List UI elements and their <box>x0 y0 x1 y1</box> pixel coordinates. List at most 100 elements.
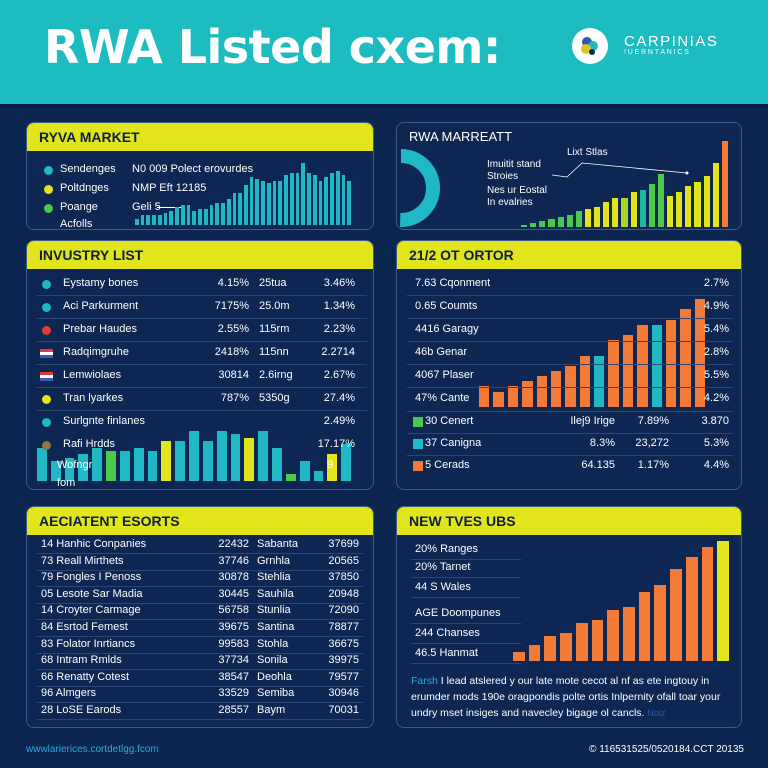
new-type-bar <box>623 607 635 661</box>
row-divider <box>37 719 363 720</box>
market-bar <box>335 171 340 225</box>
market-bar <box>244 185 248 225</box>
rwa-bar <box>521 225 528 227</box>
industry-name: Prebar Haudes <box>63 323 137 335</box>
annotation-label: Nes ur Eostal In evalries <box>487 185 548 208</box>
industry-value-3: 17.17% <box>317 438 355 450</box>
new-type-label: AGE Doompunes <box>415 607 501 619</box>
new-type-label: 20% Ranges <box>415 543 478 555</box>
annotation-lines <box>551 162 689 178</box>
chart-footer-number: 9 <box>327 459 334 471</box>
sector-bar <box>550 371 562 407</box>
new-type-bar <box>607 610 619 661</box>
row-divider <box>411 597 521 598</box>
recent-value-3: 20565 <box>328 554 359 567</box>
industry-name: Radqimgruhe <box>63 346 130 358</box>
sector-bar <box>694 299 705 407</box>
legend-dot-yellow <box>44 185 53 194</box>
new-type-label: 244 Chanses <box>415 627 480 639</box>
industry-bar <box>106 451 116 481</box>
market-bar <box>238 193 242 225</box>
rwa-bar <box>630 191 637 227</box>
recent-value-3: 39975 <box>328 654 359 667</box>
industry-value-2: 2.6irng <box>259 369 293 381</box>
rwa-bar <box>621 197 628 227</box>
market-bar <box>232 193 237 225</box>
industry-value-2: 5350g <box>259 392 290 404</box>
sector-bar <box>522 381 533 407</box>
sector-bar <box>565 365 576 407</box>
market-bar <box>140 215 145 225</box>
sector-bar <box>622 335 634 407</box>
new-types-title: NEW TVES UBS <box>397 507 741 535</box>
industry-name: Rafi Hrdds <box>63 438 115 450</box>
more-link[interactable]: Nolz <box>647 708 666 718</box>
sector-legend-name: 5 Cerads <box>425 459 470 471</box>
market-bar <box>146 215 151 225</box>
annotation-label: Imuitit stand Stroies <box>487 159 541 182</box>
recent-value-3: 70031 <box>328 704 359 716</box>
industry-name: Lemwiolaes <box>63 369 122 381</box>
industry-bar <box>244 437 255 481</box>
industry-list-title: INVUSTRY LIST <box>27 241 373 269</box>
new-type-label: 46.5 Hanmat <box>415 647 478 659</box>
rwa-bar <box>548 219 555 227</box>
row-divider <box>37 619 363 621</box>
sector-legend-value-1: Ilej9 Irige <box>570 415 615 427</box>
new-type-bar <box>575 623 588 661</box>
rwa-bar <box>676 191 683 227</box>
brand-subtitle: !UERNTANICS <box>624 49 691 56</box>
industry-value-3: 27.4% <box>323 392 355 404</box>
industry-bar <box>161 441 172 481</box>
row-divider <box>37 569 363 571</box>
new-types-bar-chart <box>513 541 733 661</box>
market-bar <box>157 215 162 225</box>
page-title: RWA Listed cxem: <box>44 20 501 74</box>
market-bar <box>330 173 334 225</box>
row-divider <box>411 663 521 664</box>
sector-bar <box>594 355 605 407</box>
recent-value-2: Santina <box>257 621 295 633</box>
market-bar <box>198 209 202 225</box>
industry-bar <box>175 441 186 481</box>
row-divider <box>407 295 733 296</box>
recent-name: 96 Almgers <box>41 687 97 700</box>
recent-name: 05 Lesote Sar Madia <box>41 587 143 600</box>
industry-value-2: 115rm <box>259 323 290 335</box>
recent-value-3: 78877 <box>328 621 359 633</box>
industry-bar <box>147 451 158 481</box>
row-divider <box>37 685 363 687</box>
footer-website-link[interactable]: wwwlarierices.cortdetlgg.fcom <box>26 744 159 755</box>
industry-value-2: 25tua <box>259 277 287 289</box>
rwa-bar <box>575 211 582 227</box>
sector-legend-value-3: 5.3% <box>703 437 729 449</box>
new-type-bar <box>638 591 651 661</box>
brand-name: CARPINIAS <box>624 33 719 50</box>
sector-panel: 21/2 OT ORTOR 7.63 Cqonment 2.7% 0.65 Coum… <box>396 240 742 490</box>
status-dot-icon <box>42 326 51 335</box>
sector-title: 21/2 OT ORTOR <box>397 241 741 269</box>
sector-bar <box>608 340 619 407</box>
market-bar <box>192 211 197 225</box>
status-dot-icon <box>42 303 51 312</box>
recent-value-2: Grnhla <box>257 554 291 567</box>
market-bar <box>347 181 351 225</box>
industry-bar <box>285 474 296 481</box>
rwa-bar <box>603 201 610 227</box>
status-dot-icon <box>42 418 51 427</box>
legend-swatch-icon <box>413 439 423 449</box>
new-type-bar <box>544 635 557 661</box>
row-divider <box>407 341 733 342</box>
row-divider <box>37 387 367 388</box>
recent-name: 68 Intram Rmlds <box>41 654 122 667</box>
sector-bar <box>680 309 691 407</box>
industry-value-2: 25.0m <box>259 300 290 312</box>
market-bar <box>324 177 329 225</box>
sector-name: 46b Genar <box>415 346 467 358</box>
recent-name: 79 Fongles I Penoss <box>41 571 142 584</box>
market-bar <box>307 173 311 225</box>
market-bar <box>175 207 179 225</box>
new-type-label: 44 S Wales <box>415 581 471 593</box>
industry-value-1: 7175% <box>214 300 249 312</box>
industry-bar <box>78 454 89 481</box>
